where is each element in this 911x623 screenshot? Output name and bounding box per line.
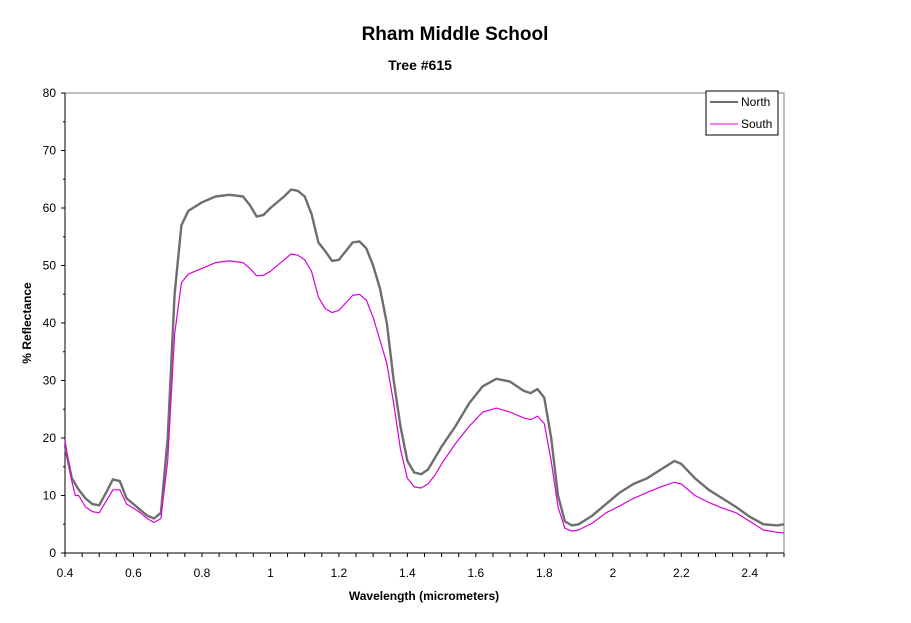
legend-box (705, 90, 779, 136)
y-tick-label: 40 (43, 316, 57, 330)
x-axis: 0.4 0.6 0.8 1 1.2 1.4 1.6 1.8 2 2.2 2.4 (57, 552, 785, 580)
x-tick-label: 2 (609, 566, 616, 580)
x-tick-label: 2.2 (673, 566, 690, 580)
chart-subtitle: Tree #615 (388, 57, 452, 73)
plot-area (64, 92, 785, 554)
legend-label-south: South (741, 117, 772, 131)
x-tick-label: 1.6 (468, 566, 485, 580)
y-tick-label: 50 (43, 259, 57, 273)
x-tick-label: 1.8 (536, 566, 553, 580)
series-layer (63, 188, 785, 534)
y-tick-label: 70 (43, 144, 57, 158)
x-tick-label: 1.4 (399, 566, 416, 580)
x-tick-label: 1 (267, 566, 274, 580)
y-tick-label: 80 (43, 86, 57, 100)
x-tick-label: 0.4 (57, 566, 74, 580)
x-axis-title: Wavelength (micrometers) (349, 589, 499, 603)
y-axis-title: % Reflectance (20, 282, 34, 364)
y-tick-label: 10 (43, 489, 57, 503)
y-tick-label: 60 (43, 201, 57, 215)
y-tick-label: 0 (49, 546, 56, 560)
legend: North South (705, 90, 779, 136)
y-axis: 0 10 20 30 40 50 60 70 80 (43, 86, 66, 560)
series-line-north (63, 188, 785, 527)
y-tick-label: 30 (43, 374, 57, 388)
x-tick-label: 0.8 (194, 566, 211, 580)
legend-label-north: North (741, 95, 770, 109)
y-tick-label: 20 (43, 431, 57, 445)
x-tick-label: 1.2 (331, 566, 348, 580)
x-tick-label: 0.6 (125, 566, 142, 580)
x-tick-label: 2.4 (741, 566, 758, 580)
series-line-south (64, 253, 785, 534)
chart-title: Rham Middle School (362, 24, 549, 45)
